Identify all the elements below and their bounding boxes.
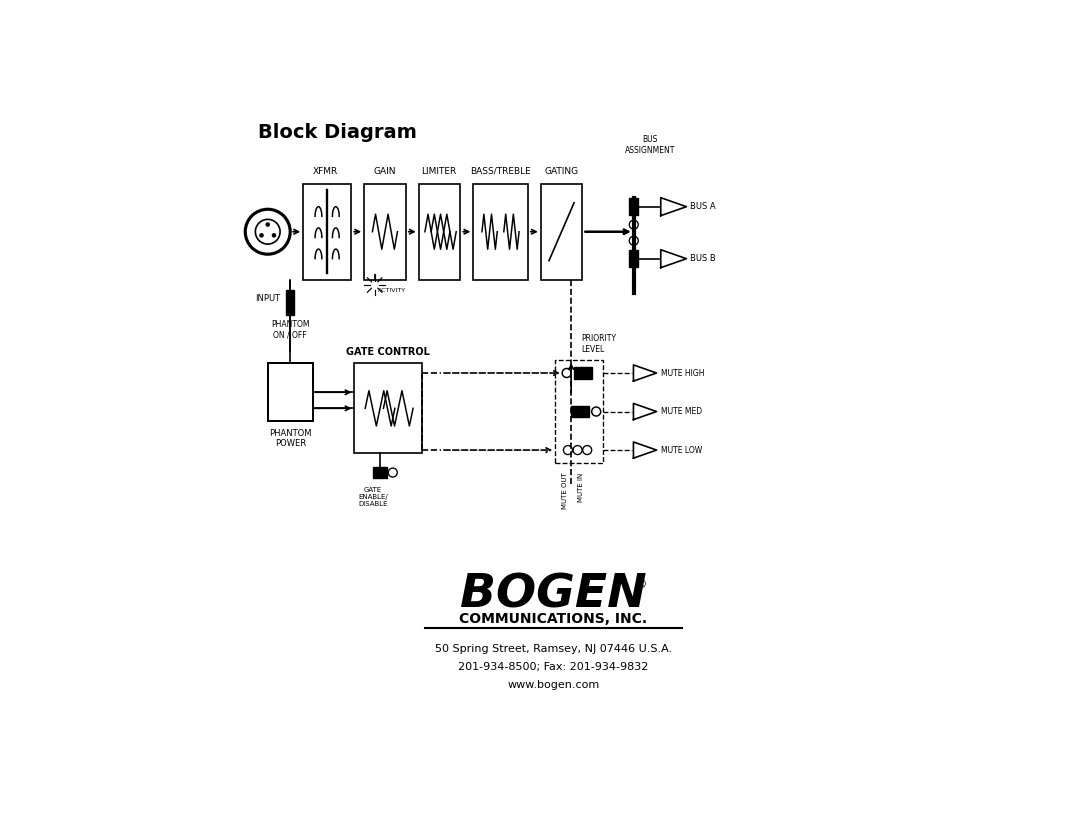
Text: PHANTOM
POWER: PHANTOM POWER [269,429,311,449]
Text: ACTIVITY: ACTIVITY [378,289,406,294]
Text: MUTE OUT: MUTE OUT [562,473,568,510]
Text: BUS B: BUS B [690,254,715,264]
Text: PHANTOM
ON / OFF: PHANTOM ON / OFF [271,320,310,339]
Circle shape [266,223,269,226]
Text: BOGEN: BOGEN [460,572,647,617]
Text: COMMUNICATIONS, INC.: COMMUNICATIONS, INC. [459,612,648,626]
Bar [630,250,638,267]
Text: Block Diagram: Block Diagram [258,123,417,142]
Bar [473,183,528,280]
Text: MUTE HIGH: MUTE HIGH [661,369,704,378]
Text: LIMITER: LIMITER [421,167,457,176]
Text: INPUT: INPUT [255,294,281,303]
Circle shape [260,234,264,237]
Text: BASS/TREBLE: BASS/TREBLE [471,167,531,176]
Bar [571,406,590,417]
Text: GATE CONTROL: GATE CONTROL [347,347,430,357]
Text: BUS
ASSIGNMENT: BUS ASSIGNMENT [624,135,675,154]
Text: GATING: GATING [544,167,578,176]
Bar [364,183,406,280]
Text: MUTE LOW: MUTE LOW [661,445,702,455]
Bar [268,364,313,421]
Text: PRIORITY
LEVEL: PRIORITY LEVEL [581,334,616,354]
Text: XFMR: XFMR [313,167,338,176]
Bar [541,183,582,280]
Bar [630,198,638,215]
Bar [373,467,387,478]
Bar [286,289,294,315]
Circle shape [272,234,275,237]
Bar [419,183,460,280]
Bar [303,183,351,280]
Bar [354,364,422,454]
Text: GAIN: GAIN [374,167,396,176]
Text: BUS A: BUS A [690,202,715,211]
Text: MUTE MED: MUTE MED [661,407,702,416]
Text: ®: ® [634,579,647,591]
Text: GATE
ENABLE/
DISABLE: GATE ENABLE/ DISABLE [359,487,388,507]
Text: MUTE IN: MUTE IN [578,473,584,502]
Bar [575,367,592,379]
Bar [555,360,604,463]
Text: 50 Spring Street, Ramsey, NJ 07446 U.S.A.: 50 Spring Street, Ramsey, NJ 07446 U.S.A… [435,644,672,654]
Text: 201-934-8500; Fax: 201-934-9832: 201-934-8500; Fax: 201-934-9832 [458,662,649,672]
Text: www.bogen.com: www.bogen.com [508,680,599,690]
